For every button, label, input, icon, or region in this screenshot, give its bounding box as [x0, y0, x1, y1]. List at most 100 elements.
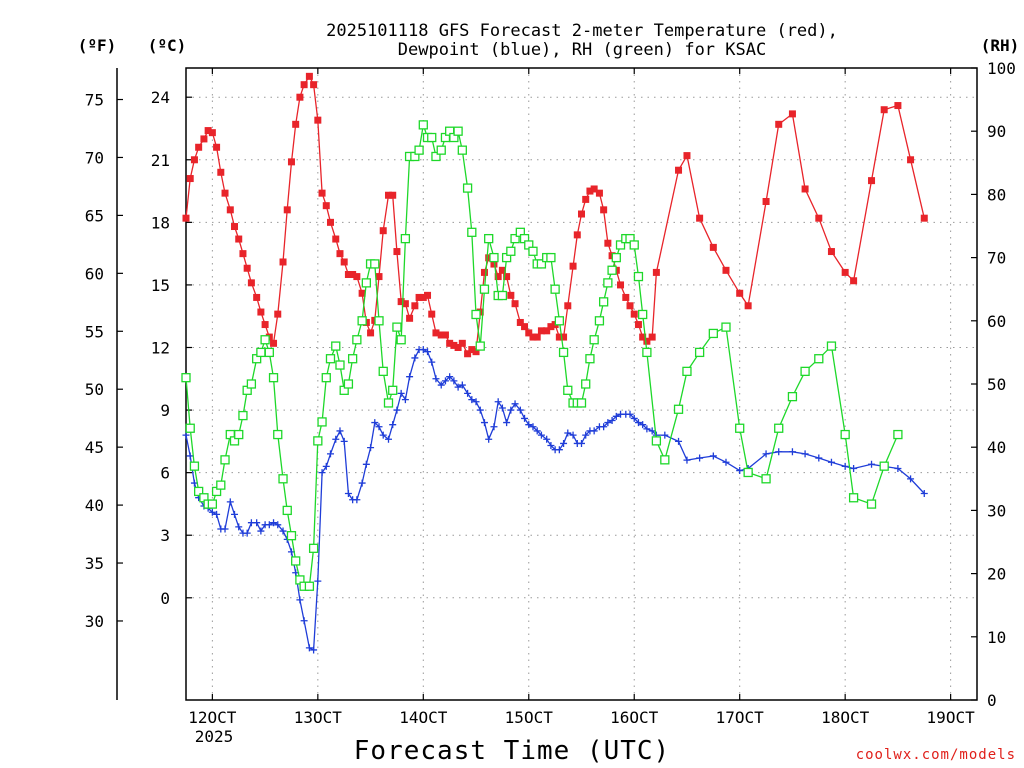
- dewpoint-point: [362, 460, 370, 468]
- temperature-point: [239, 250, 247, 258]
- dewpoint-point: [322, 462, 330, 470]
- temperature-point: [801, 185, 809, 193]
- temperature-point: [279, 258, 287, 266]
- temperature-point: [533, 333, 541, 341]
- rh-point: [260, 335, 270, 345]
- temperature-point: [485, 254, 493, 262]
- dewpoint-point: [498, 404, 506, 412]
- temperature-point: [480, 268, 488, 276]
- dewpoint-point: [555, 446, 563, 454]
- rh-point: [471, 309, 481, 320]
- rh-point: [321, 373, 331, 383]
- dewpoint-point: [441, 377, 449, 385]
- temperature-point: [543, 327, 551, 335]
- temperature-point: [186, 175, 194, 183]
- rh-point: [893, 429, 903, 440]
- rh-point: [331, 341, 341, 351]
- dewpoint-point: [336, 427, 344, 435]
- dewpoint-line: [185, 348, 925, 651]
- temperature-point: [827, 248, 835, 256]
- dewpoint-point: [525, 421, 533, 429]
- temperature-point: [894, 102, 902, 110]
- temperature-point: [626, 302, 634, 310]
- rh-point: [546, 252, 556, 263]
- credit-link[interactable]: coolwx.com/models: [856, 747, 1016, 763]
- temperature-point: [182, 214, 190, 222]
- x-tick-label: 16OCT: [610, 708, 659, 727]
- temperature-point: [261, 321, 269, 329]
- rh-point: [660, 455, 670, 465]
- rh-tick-label: 30: [987, 501, 1006, 520]
- rh-point: [607, 265, 617, 275]
- dewpoint-point: [358, 479, 366, 487]
- temperature-markers: [182, 72, 928, 358]
- temperature-point: [231, 223, 239, 231]
- rh-point: [814, 354, 824, 364]
- rh-point: [708, 328, 718, 339]
- temperature-point: [296, 93, 304, 101]
- rh-point: [638, 309, 648, 320]
- dewpoint-point: [630, 414, 638, 422]
- temperature-point: [744, 302, 752, 310]
- rh-point: [467, 227, 477, 237]
- temperature-point: [318, 189, 326, 197]
- rh-point: [194, 486, 204, 497]
- dewpoint-point: [326, 450, 334, 458]
- rh-point: [268, 373, 279, 383]
- dewpoint-point: [516, 406, 524, 414]
- rh-line: [185, 124, 899, 587]
- dewpoint-point: [643, 425, 651, 433]
- dewpoint-point: [560, 439, 568, 447]
- dewpoint-point: [464, 389, 472, 397]
- temperature-point: [815, 214, 823, 222]
- dewpoint-point: [521, 414, 529, 422]
- temperature-point: [217, 168, 225, 176]
- rh-point: [536, 259, 547, 269]
- dewpoint-point: [401, 396, 409, 404]
- rh-point: [361, 278, 371, 288]
- temperature-point: [235, 235, 243, 243]
- rh-point: [800, 366, 810, 377]
- rh-point: [615, 240, 626, 250]
- rh-point: [554, 316, 565, 326]
- temperature-point: [305, 72, 313, 80]
- dewpoint-point: [850, 464, 858, 472]
- chart-title-line1: 2025101118 GFS Forecast 2-meter Temperat…: [326, 21, 838, 41]
- rh-point: [457, 145, 467, 155]
- temperature-point: [709, 243, 717, 251]
- dewpoint-point: [257, 527, 265, 535]
- temperature-point: [578, 210, 585, 218]
- dewpoint-point: [213, 510, 221, 518]
- dewpoint-point: [371, 419, 379, 427]
- x-axis-label: Forecast Time (UTC): [354, 736, 670, 766]
- dewpoint-point: [472, 398, 480, 406]
- rh-point: [651, 436, 662, 446]
- rh-point: [484, 233, 494, 244]
- rh-point: [238, 410, 248, 421]
- rh-point: [611, 252, 621, 263]
- dewpoint-point: [305, 644, 313, 652]
- temperature-point: [283, 206, 291, 214]
- year-label: 2025: [195, 727, 234, 746]
- temperature-point: [472, 348, 480, 356]
- temperature-point: [428, 310, 436, 318]
- temperature-point: [322, 202, 330, 210]
- temperature-point: [287, 158, 295, 166]
- temperature-point: [221, 189, 229, 197]
- rh-tick-label: 40: [987, 438, 1006, 457]
- rh-markers: [181, 120, 903, 591]
- rh-point: [286, 531, 297, 541]
- celsius-tick-label: 18: [151, 213, 170, 232]
- dewpoint-point: [450, 377, 458, 385]
- dewpoint-point: [696, 454, 704, 462]
- temperature-point: [775, 120, 783, 128]
- rh-point: [840, 429, 850, 440]
- dewpoint-point: [590, 427, 598, 435]
- temperature-point: [310, 81, 318, 89]
- temperature-point: [722, 266, 730, 274]
- dewpoint-point: [722, 458, 730, 466]
- celsius-tick-label: 3: [160, 526, 170, 545]
- temperature-point: [652, 268, 660, 276]
- dewpoint-point: [801, 450, 809, 458]
- temperature-point: [314, 116, 322, 124]
